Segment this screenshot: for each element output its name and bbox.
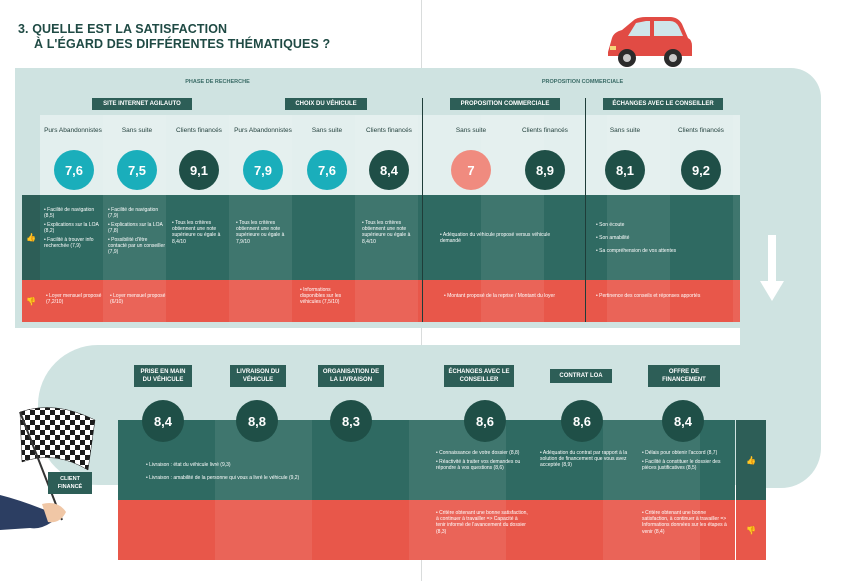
- thumbs-down-icon: 👎: [22, 280, 40, 322]
- group-livraison: LIVRAISON DU VÉHICULE: [230, 365, 286, 387]
- positive-item: Tous les critères obtiennent une note su…: [172, 220, 228, 245]
- negative-list-echanges: Pertinence des conseils et réponses appo…: [596, 293, 726, 302]
- score-circle-bottom-echanges: 8,6: [464, 400, 506, 442]
- positive-list-livraison: Livraison : état du véhicule livré (9,3)…: [146, 462, 416, 484]
- score-circle-4: 7,9: [243, 150, 283, 190]
- positive-item: Facilité de navigation (8,5): [44, 207, 102, 219]
- car-icon: [608, 17, 692, 67]
- positive-list-2: Facilité de navigation (7,9) Explication…: [108, 207, 166, 258]
- negative-list-offre: Critère obtenant une bonne satisfaction,…: [642, 510, 732, 537]
- score-circle-organisation: 8,3: [330, 400, 372, 442]
- score-circle-3: 9,1: [179, 150, 219, 190]
- score-circle-contrat: 8,6: [561, 400, 603, 442]
- positive-item: Livraison : état du véhicule livré (9,3): [146, 462, 416, 468]
- score-circle-prise-en-main: 8,4: [142, 400, 184, 442]
- positive-item: Réactivité à traiter vos demandes ou rép…: [436, 459, 528, 471]
- negative-list-5: Informations disponibles sur les véhicul…: [300, 287, 356, 308]
- group-proposition-commerciale: PROPOSITION COMMERCIALE: [450, 98, 560, 110]
- positive-item: Son amabilité: [596, 235, 726, 241]
- score-circle-9: 8,1: [605, 150, 645, 190]
- col-label-8: Clients financés: [522, 127, 568, 134]
- negative-item: Informations disponibles sur les véhicul…: [300, 287, 356, 306]
- col-label-2: Sans suite: [121, 127, 153, 134]
- positive-item: Adéquation du contrat par rapport à la s…: [540, 450, 632, 469]
- positive-list-echanges: Son écoute Son amabilité Sa compréhensio…: [596, 222, 726, 257]
- group-echanges-conseiller: ÉCHANGES AVEC LE CONSEILLER: [603, 98, 723, 110]
- col-label-1: Purs Abandonnistes: [44, 127, 102, 134]
- score-circle-1: 7,6: [54, 150, 94, 190]
- group-choix-vehicule: CHOIX DU VÉHICULE: [285, 98, 367, 110]
- group-organisation: ORGANISATION DE LA LIVRAISON: [318, 365, 384, 387]
- phase-recherche-label: PHASE DE RECHERCHE: [185, 79, 250, 85]
- group-prise-en-main: PRISE EN MAIN DU VÉHICULE: [134, 365, 192, 387]
- positive-item: Explications sur la LOA (8,2): [44, 222, 102, 234]
- negative-item: Critère obtenant une bonne satisfaction,…: [436, 510, 528, 535]
- checkered-flag-icon: [0, 407, 96, 530]
- client-finance-badge: CLIENT FINANCÉ: [48, 472, 92, 494]
- positive-item: Explications sur la LOA (7,8): [108, 222, 166, 234]
- positive-item: Facilité à constituer le dossier des piè…: [642, 459, 732, 471]
- positive-list-6: Tous les critères obtiennent une note su…: [362, 220, 418, 247]
- score-circle-7: 7: [451, 150, 491, 190]
- divider-proposition: [422, 98, 423, 322]
- col-label-4: Purs Abandonnistes: [234, 127, 292, 134]
- thumbs-up-icon: 👍: [22, 195, 40, 280]
- divider-echanges: [585, 98, 586, 322]
- score-circle-8: 8,9: [525, 150, 565, 190]
- positive-list-contrat: Adéquation du contrat par rapport à la s…: [540, 450, 632, 471]
- col-label-6: Clients financés: [366, 127, 412, 134]
- page-title: 3. QUELLE EST LA SATISFACTION À L'ÉGARD …: [18, 22, 330, 52]
- negative-list-bottom-echanges: Critère obtenant une bonne satisfaction,…: [436, 510, 528, 537]
- score-circle-offre: 8,4: [662, 400, 704, 442]
- col-label-3: Clients financés: [176, 127, 222, 134]
- score-circle-2: 7,5: [117, 150, 157, 190]
- group-contrat-loa: CONTRAT LOA: [550, 369, 612, 383]
- positive-item: Facilité à trouver info recherchée (7,9): [44, 237, 102, 249]
- down-arrow-icon: [760, 235, 784, 301]
- score-circle-5: 7,6: [307, 150, 347, 190]
- negative-item: Montant proposé de la reprise / Montant …: [444, 293, 564, 299]
- positive-item: Son écoute: [596, 222, 726, 228]
- col-label-9: Sans suite: [609, 127, 641, 134]
- bottom-negative-band: [118, 500, 735, 560]
- negative-item: Loyer mensuel proposé (6/10): [110, 293, 168, 305]
- negative-list-1: Loyer mensuel proposé (7,2/10): [46, 293, 104, 308]
- positive-list-offre: Délais pour obtenir l'accord (8,7) Facil…: [642, 450, 732, 474]
- positive-list-4: Tous les critères obtiennent une note su…: [236, 220, 292, 247]
- thumbs-down-icon: 👎: [736, 500, 766, 560]
- negative-list-proposition: Montant proposé de la reprise / Montant …: [444, 293, 564, 302]
- score-circle-6: 8,4: [369, 150, 409, 190]
- thumbs-up-icon: 👍: [736, 420, 766, 500]
- positive-item: Connaissance de votre dossier (8,8): [436, 450, 528, 456]
- positive-item: Délais pour obtenir l'accord (8,7): [642, 450, 732, 456]
- negative-item: Pertinence des conseils et réponses appo…: [596, 293, 726, 299]
- score-circle-10: 9,2: [681, 150, 721, 190]
- group-offre-financement: OFFRE DE FINANCEMENT: [648, 365, 720, 387]
- col-label-5: Sans suite: [311, 127, 343, 134]
- bottom-column-stripes: [118, 420, 735, 560]
- positive-item: Tous les critères obtiennent une note su…: [362, 220, 418, 245]
- negative-list-2: Loyer mensuel proposé (6/10): [110, 293, 168, 308]
- positive-list-proposition: Adéquation du véhicule proposé versus vé…: [440, 232, 560, 247]
- phase-proposition-label: PROPOSITION COMMERCIALE: [541, 79, 624, 85]
- positive-list-bottom-echanges: Connaissance de votre dossier (8,8) Réac…: [436, 450, 528, 474]
- negative-item: Loyer mensuel proposé (7,2/10): [46, 293, 104, 305]
- title-line-1: 3. QUELLE EST LA SATISFACTION: [18, 22, 228, 36]
- positive-list-3: Tous les critères obtiennent une note su…: [172, 220, 228, 247]
- positive-item: Tous les critères obtiennent une note su…: [236, 220, 292, 245]
- bottom-positive-band: [118, 420, 735, 500]
- col-label-10: Clients financés: [678, 127, 724, 134]
- positive-item: Possibilité d'être contacté par un conse…: [108, 237, 166, 256]
- group-site-internet: SITE INTERNET AGILAUTO: [92, 98, 192, 110]
- group-bottom-echanges: ÉCHANGES AVEC LE CONSEILLER: [444, 365, 514, 387]
- negative-item: Critère obtenant une bonne satisfaction,…: [642, 510, 732, 535]
- positive-item: Adéquation du véhicule proposé versus vé…: [440, 232, 560, 244]
- positive-item: Livraison : amabilité de la personne qui…: [146, 475, 416, 481]
- col-label-7: Sans suite: [455, 127, 487, 134]
- score-circle-livraison: 8,8: [236, 400, 278, 442]
- positive-item: Facilité de navigation (7,9): [108, 207, 166, 219]
- positive-list-1: Facilité de navigation (8,5) Explication…: [44, 207, 102, 252]
- positive-item: Sa compréhension de vos attentes: [596, 248, 726, 254]
- title-line-2: À L'ÉGARD DES DIFFÉRENTES THÉMATIQUES ?: [34, 37, 331, 51]
